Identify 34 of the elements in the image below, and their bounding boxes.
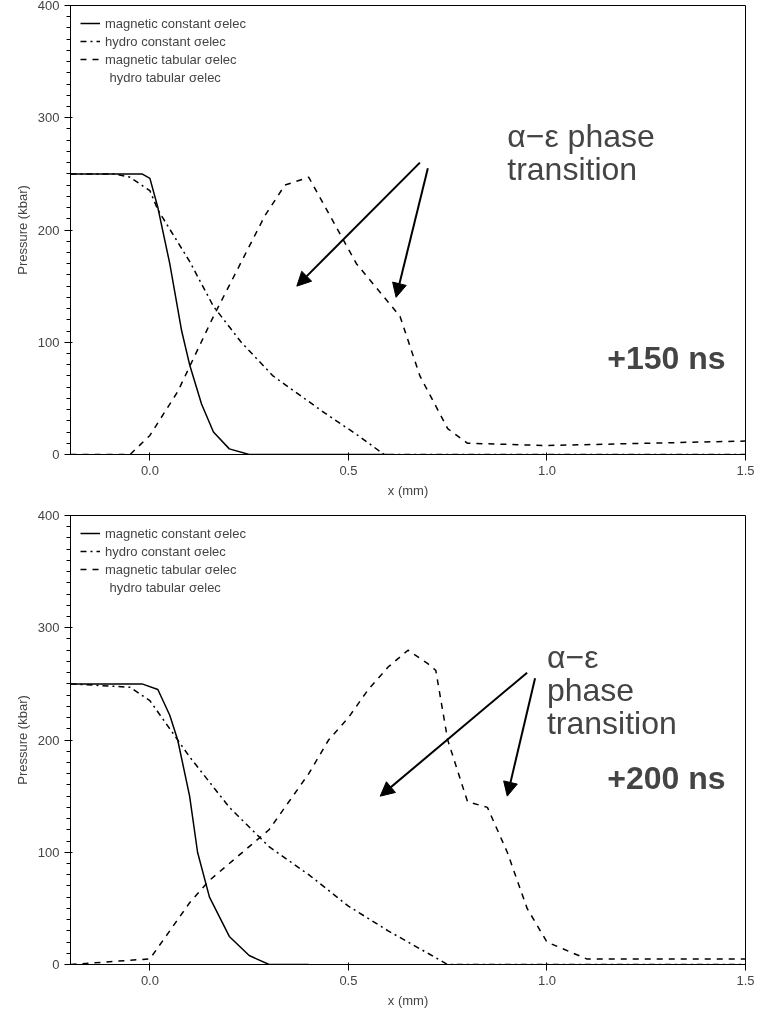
x-axis-title: x (mm) (387, 482, 429, 498)
x-tick-label: 1.5 (736, 462, 755, 478)
legend-label: magnetic tabular σelec (105, 51, 237, 67)
annotation: +200 ns (607, 760, 726, 797)
y-tick-label: 100 (37, 334, 60, 350)
x-tick-label: 1.0 (537, 972, 557, 988)
legend-label: magnetic constant σelec (105, 525, 246, 541)
y-tick-label: 200 (37, 222, 60, 238)
x-tick-label: 0.5 (339, 462, 358, 478)
x-tick-label: 1.0 (537, 462, 557, 478)
y-axis-title: Pressure (kbar) (14, 185, 30, 275)
y-tick-label: 300 (37, 620, 60, 636)
y-tick-label: 300 (37, 110, 60, 126)
x-tick-label: 0.0 (140, 972, 159, 988)
y-tick-label: 200 (37, 732, 60, 748)
legend-label: magnetic tabular σelec (105, 561, 237, 577)
x-tick-label: 0.5 (339, 972, 358, 988)
x-axis-title: x (mm) (387, 992, 429, 1008)
y-tick-label: 400 (37, 508, 60, 523)
annotation: +150 ns (607, 339, 726, 376)
y-tick-label: 400 (37, 0, 60, 13)
y-tick-label: 100 (37, 844, 60, 860)
x-tick-label: 1.5 (736, 972, 755, 988)
annotation: α−ε phase transition (507, 117, 655, 187)
y-tick-label: 0 (52, 447, 60, 462)
legend-label: hydro constant σelec (105, 33, 226, 49)
legend-label: magnetic constant σelec (105, 15, 246, 31)
x-tick-label: 0.0 (140, 462, 159, 478)
annotation: hydro tabular σelec (109, 580, 222, 595)
annotation: α−ε phase transition (546, 638, 677, 741)
y-axis-title: Pressure (kbar) (14, 695, 30, 785)
legend-label: hydro constant σelec (105, 543, 226, 559)
annotation: hydro tabular σelec (109, 70, 222, 85)
y-tick-label: 0 (52, 957, 60, 972)
